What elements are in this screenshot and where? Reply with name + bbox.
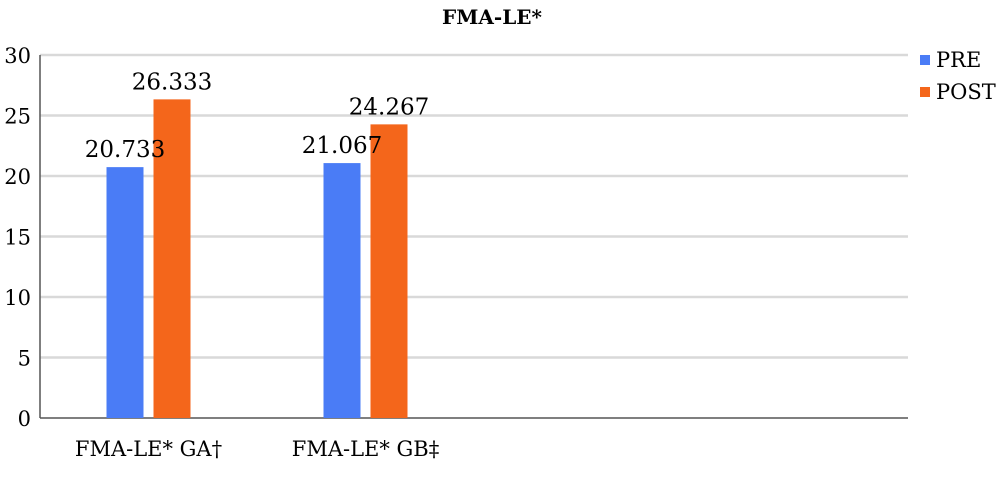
legend: PRE POST — [920, 48, 996, 104]
y-tick-label: 15 — [4, 226, 31, 250]
y-tick-label: 0 — [18, 407, 31, 431]
bar-post — [153, 99, 191, 418]
legend-label: PRE — [936, 48, 981, 72]
bar-post — [370, 124, 408, 419]
y-tick-label: 10 — [4, 286, 31, 310]
x-category-label: FMA-LE* GA† — [75, 437, 222, 461]
y-tick-label: 25 — [4, 105, 31, 129]
data-label: 24.267 — [349, 94, 429, 120]
y-tick-label: 30 — [4, 44, 31, 68]
y-axis-ticks: 0 5 10 15 20 25 30 — [4, 44, 31, 431]
legend-label: POST — [936, 80, 996, 104]
data-label: 20.733 — [85, 137, 165, 163]
data-label: 26.333 — [132, 69, 212, 95]
bar-pre — [106, 167, 144, 418]
data-labels: 20.733 26.333 21.067 24.267 — [85, 69, 429, 163]
legend-swatch-pre — [920, 55, 930, 65]
y-tick-label: 20 — [4, 165, 31, 189]
legend-swatch-post — [920, 87, 930, 97]
data-label: 21.067 — [302, 133, 382, 159]
bars — [106, 99, 408, 419]
chart-title: FMA-LE* — [442, 5, 542, 29]
bar-pre — [323, 163, 361, 418]
x-category-label: FMA-LE* GB‡ — [292, 437, 440, 461]
y-tick-label: 5 — [18, 347, 31, 371]
x-axis-categories: FMA-LE* GA† FMA-LE* GB‡ — [75, 437, 439, 461]
